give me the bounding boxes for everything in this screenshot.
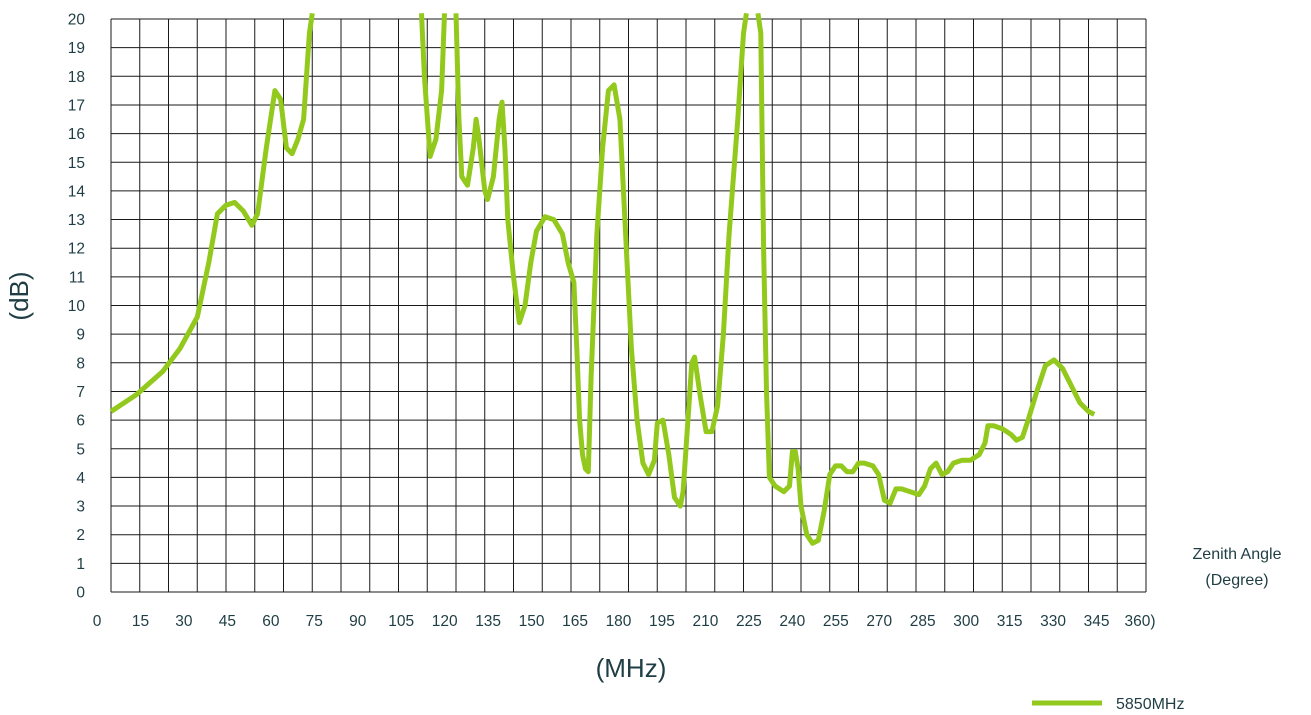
series-layer xyxy=(109,12,1096,546)
x-tick-label: 120 xyxy=(432,613,458,630)
y-tick-label: 20 xyxy=(68,12,86,29)
legend: 5850MHz xyxy=(1032,696,1184,713)
x-axis-title: (MHz) xyxy=(596,653,667,683)
x-tick-label: 240 xyxy=(779,613,805,630)
x-tick-label: 300 xyxy=(953,613,979,630)
x-tick-label: 345 xyxy=(1084,613,1110,630)
x-tick-label: 90 xyxy=(349,613,367,630)
y-tick-label: 9 xyxy=(76,327,85,344)
y-tick-label: 10 xyxy=(68,298,86,315)
y-tick-label: 0 xyxy=(76,585,85,602)
y-tick-label: 19 xyxy=(68,40,85,57)
series-line-5850mhz xyxy=(109,12,1096,546)
x-tick-label: 60 xyxy=(262,613,280,630)
y-tick-label: 7 xyxy=(76,384,85,401)
y-tick-label: 4 xyxy=(76,470,85,487)
y-tick-label: 6 xyxy=(76,413,85,430)
x-tick-label: 210 xyxy=(692,613,718,630)
x-tick-label: 255 xyxy=(823,613,849,630)
x-tick-label: 45 xyxy=(219,613,236,630)
y-axis-title: (dB) xyxy=(4,271,34,320)
y-tick-label: 12 xyxy=(68,241,85,258)
x-tick-label: 315 xyxy=(997,613,1023,630)
x-tick-label: 330 xyxy=(1040,613,1066,630)
y-tick-label: 13 xyxy=(68,212,85,229)
legend-label: 5850MHz xyxy=(1116,696,1184,713)
x-tick-label: 195 xyxy=(649,613,675,630)
x-tick-label: 180 xyxy=(606,613,632,630)
x-tick-label: 165 xyxy=(562,613,588,630)
y-tick-label: 5 xyxy=(76,441,85,458)
x-side-title-line-1: Zenith Angle xyxy=(1193,546,1282,563)
x-tick-label: 0 xyxy=(93,613,102,630)
x-tick-label: 270 xyxy=(866,613,892,630)
x-tick-label: 135 xyxy=(475,613,501,630)
y-tick-label: 17 xyxy=(68,97,85,114)
x-axis-ticks: 0 15 30 45 60 75 90 105 120 135 150 165 180 195 210 225… xyxy=(93,613,1156,630)
y-tick-label: 11 xyxy=(69,269,85,286)
y-tick-label: 16 xyxy=(68,126,85,143)
x-tick-label: 105 xyxy=(388,613,414,630)
x-tick-label: 15 xyxy=(132,613,149,630)
x-tick-label: 225 xyxy=(736,613,762,630)
x-tick-label: 75 xyxy=(306,613,323,630)
x-side-title-line-2: (Degree) xyxy=(1205,572,1268,589)
y-tick-label: 18 xyxy=(68,69,85,86)
x-tick-label: 360) xyxy=(1124,613,1155,630)
y-tick-label: 2 xyxy=(76,527,85,544)
y-tick-label: 15 xyxy=(68,155,85,172)
y-tick-label: 8 xyxy=(76,355,85,372)
x-tick-label: 285 xyxy=(910,613,936,630)
y-tick-label: 3 xyxy=(76,499,85,516)
x-tick-label: 150 xyxy=(519,613,545,630)
x-tick-label: 30 xyxy=(175,613,193,630)
y-tick-label: 14 xyxy=(68,183,86,200)
y-tick-label: 1 xyxy=(76,556,85,573)
